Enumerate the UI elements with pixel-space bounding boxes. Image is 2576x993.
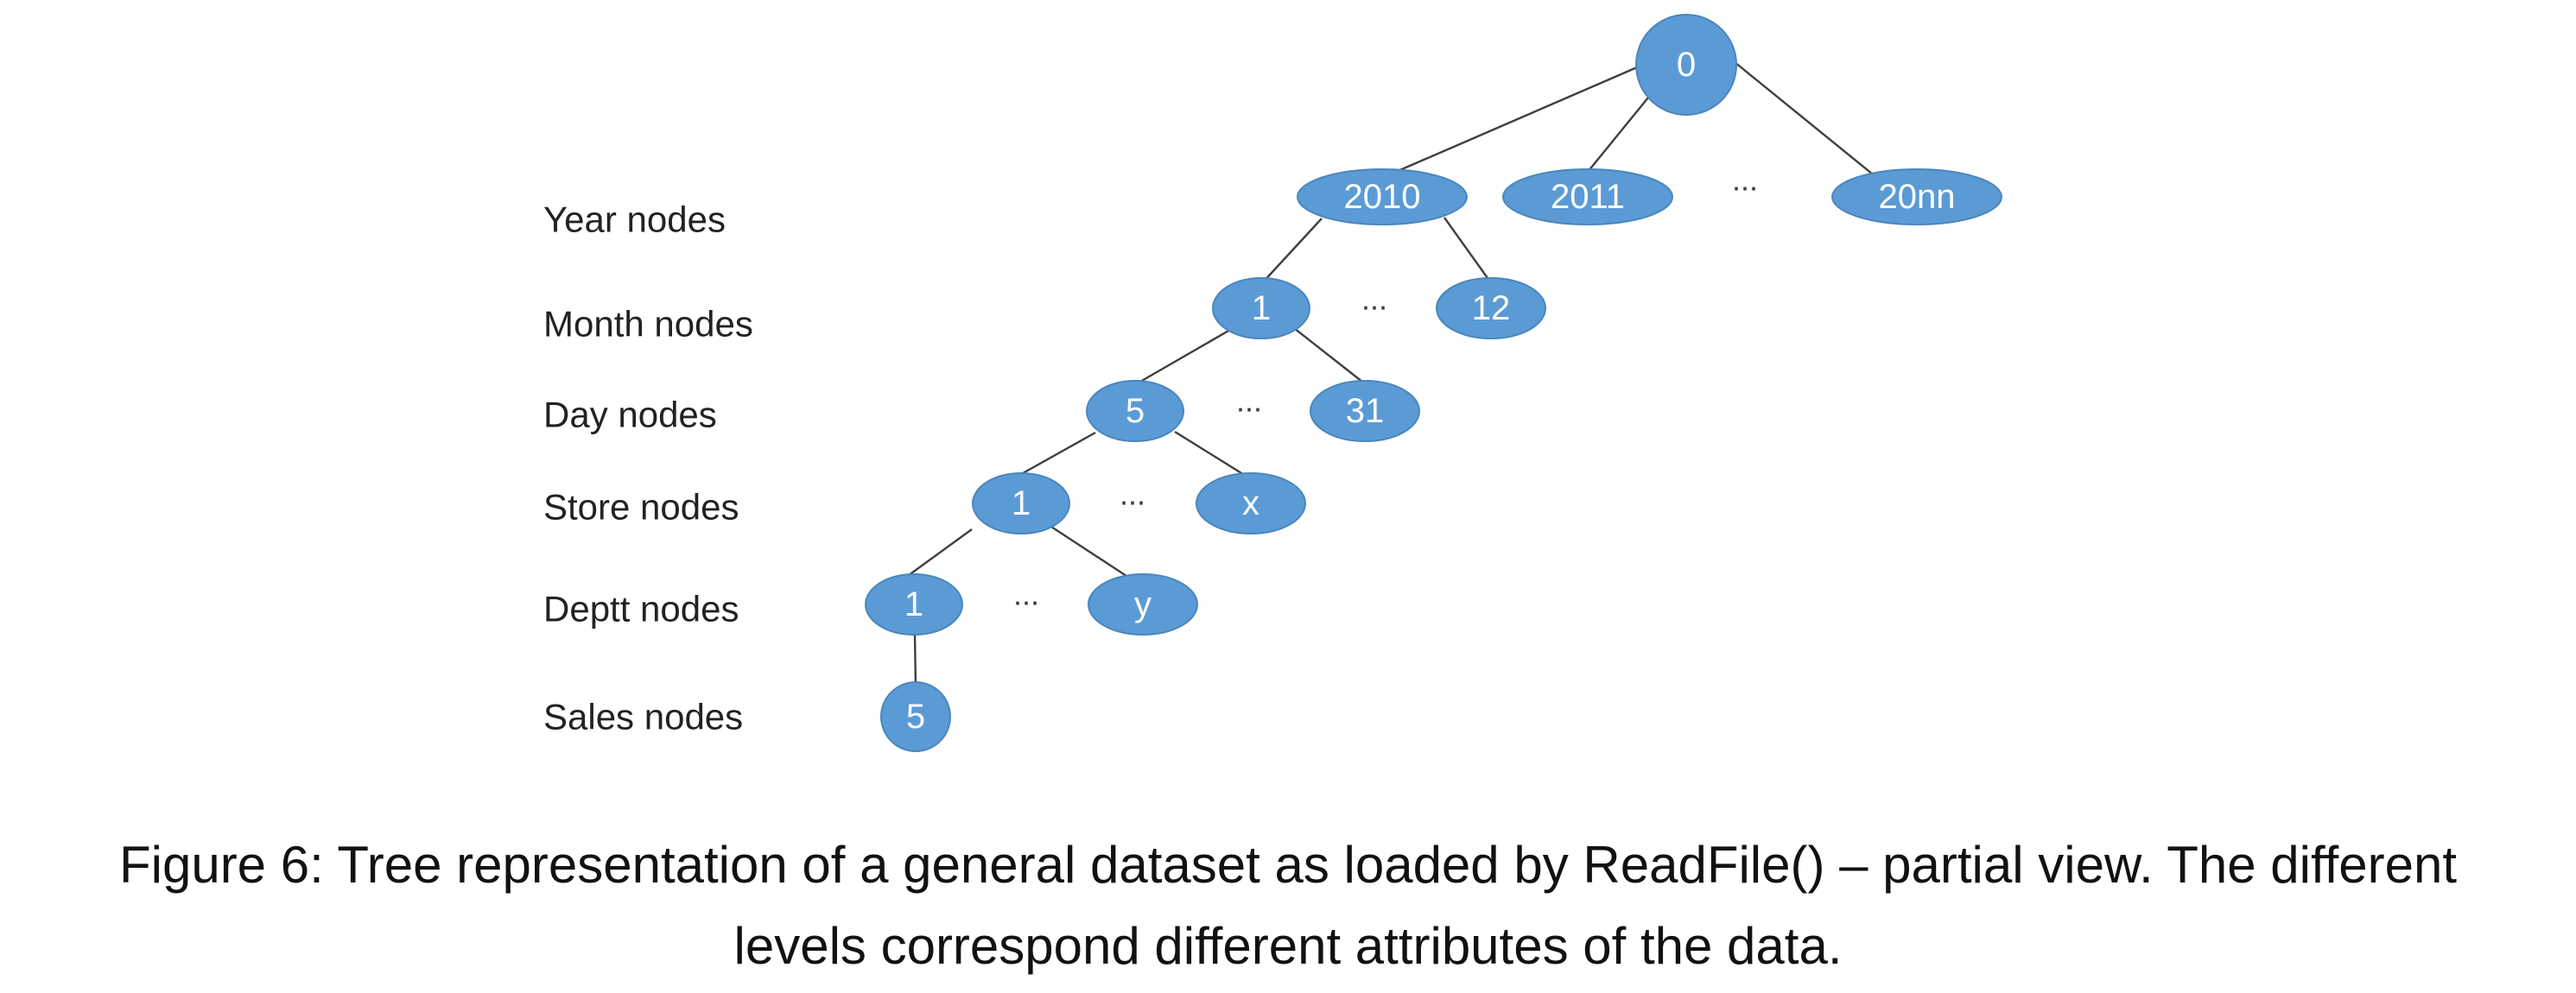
node-store-1-label: 1 bbox=[1012, 484, 1031, 522]
node-deptt-y-label: y bbox=[1134, 585, 1152, 623]
level-label-sales: Sales nodes bbox=[543, 697, 743, 737]
node-root-label: 0 bbox=[1677, 46, 1696, 84]
sibling-ellipses: ... ... ... ... ... bbox=[1013, 162, 1758, 612]
node-root: 0 bbox=[1635, 14, 1737, 116]
node-year-20nn: 20nn bbox=[1831, 168, 2002, 225]
node-day-5: 5 bbox=[1086, 380, 1184, 442]
ellipsis-year: ... bbox=[1732, 162, 1758, 198]
edge-2010-month1 bbox=[1260, 218, 1323, 285]
node-sales-5: 5 bbox=[880, 681, 951, 752]
node-year-2011-shape bbox=[1502, 168, 1673, 225]
node-deptt-y: y bbox=[1088, 573, 1198, 636]
node-month-12-label: 12 bbox=[1472, 289, 1511, 327]
node-day-31: 31 bbox=[1310, 380, 1420, 442]
node-year-2011: 2011 bbox=[1502, 168, 1673, 225]
node-month-1-shape bbox=[1212, 277, 1310, 339]
node-year-2010-shape bbox=[1297, 168, 1468, 225]
node-day-5-shape bbox=[1086, 380, 1184, 442]
edge-store1-depttY bbox=[1050, 525, 1130, 579]
figure-caption-line-2: levels correspond different attributes o… bbox=[733, 917, 1843, 975]
node-store-1-shape bbox=[972, 472, 1070, 534]
edge-month1-day5 bbox=[1133, 328, 1231, 387]
level-label-month: Month nodes bbox=[543, 304, 753, 345]
node-sales-5-label: 5 bbox=[906, 698, 925, 736]
figure-caption-line-1: Figure 6: Tree representation of a gener… bbox=[118, 836, 2458, 894]
node-deptt-1-label: 1 bbox=[904, 585, 923, 623]
figure-caption: Figure 6: Tree representation of a gener… bbox=[0, 825, 2576, 987]
node-year-2010-label: 2010 bbox=[1344, 178, 1421, 216]
level-label-year: Year nodes bbox=[543, 199, 726, 240]
ellipsis-store: ... bbox=[1120, 477, 1145, 512]
ellipsis-month: ... bbox=[1361, 281, 1387, 317]
edge-root-2010 bbox=[1383, 66, 1638, 179]
node-day-31-label: 31 bbox=[1346, 392, 1385, 430]
ellipsis-day: ... bbox=[1236, 383, 1262, 419]
node-day-31-shape bbox=[1310, 380, 1420, 442]
level-label-day: Day nodes bbox=[543, 395, 717, 435]
node-year-20nn-shape bbox=[1831, 168, 2002, 225]
level-label-store: Store nodes bbox=[543, 487, 739, 528]
node-year-20nn-label: 20nn bbox=[1879, 178, 1956, 216]
edge-month1-day31 bbox=[1293, 327, 1367, 386]
node-month-1-label: 1 bbox=[1252, 289, 1271, 327]
node-store-x: x bbox=[1196, 472, 1306, 534]
level-label-deptt: Deptt nodes bbox=[543, 589, 739, 629]
node-year-2011-label: 2011 bbox=[1551, 178, 1625, 216]
node-store-1: 1 bbox=[972, 472, 1070, 534]
edge-root-2011 bbox=[1587, 97, 1649, 173]
node-store-x-shape bbox=[1196, 472, 1306, 534]
node-month-12-shape bbox=[1436, 277, 1546, 339]
tree-edges bbox=[895, 61, 1878, 687]
node-root-shape bbox=[1635, 14, 1737, 116]
edge-day5-storex bbox=[1174, 430, 1247, 478]
node-deptt-1-shape bbox=[865, 573, 963, 636]
node-deptt-1: 1 bbox=[865, 573, 963, 636]
edge-deptt1-sales5 bbox=[913, 633, 917, 687]
edge-root-20nn bbox=[1734, 61, 1878, 179]
node-year-2010: 2010 bbox=[1297, 168, 1468, 225]
node-day-5-label: 5 bbox=[1126, 392, 1145, 430]
node-month-1: 1 bbox=[1212, 277, 1310, 339]
level-labels: Year nodes Month nodes Day nodes Store n… bbox=[543, 199, 753, 737]
node-deptt-y-shape bbox=[1088, 573, 1198, 636]
edge-2010-month12 bbox=[1443, 217, 1488, 279]
node-month-12: 12 bbox=[1436, 277, 1546, 339]
node-sales-5-shape bbox=[880, 681, 951, 752]
node-store-x-label: x bbox=[1242, 484, 1259, 522]
ellipsis-deptt: ... bbox=[1013, 577, 1039, 612]
